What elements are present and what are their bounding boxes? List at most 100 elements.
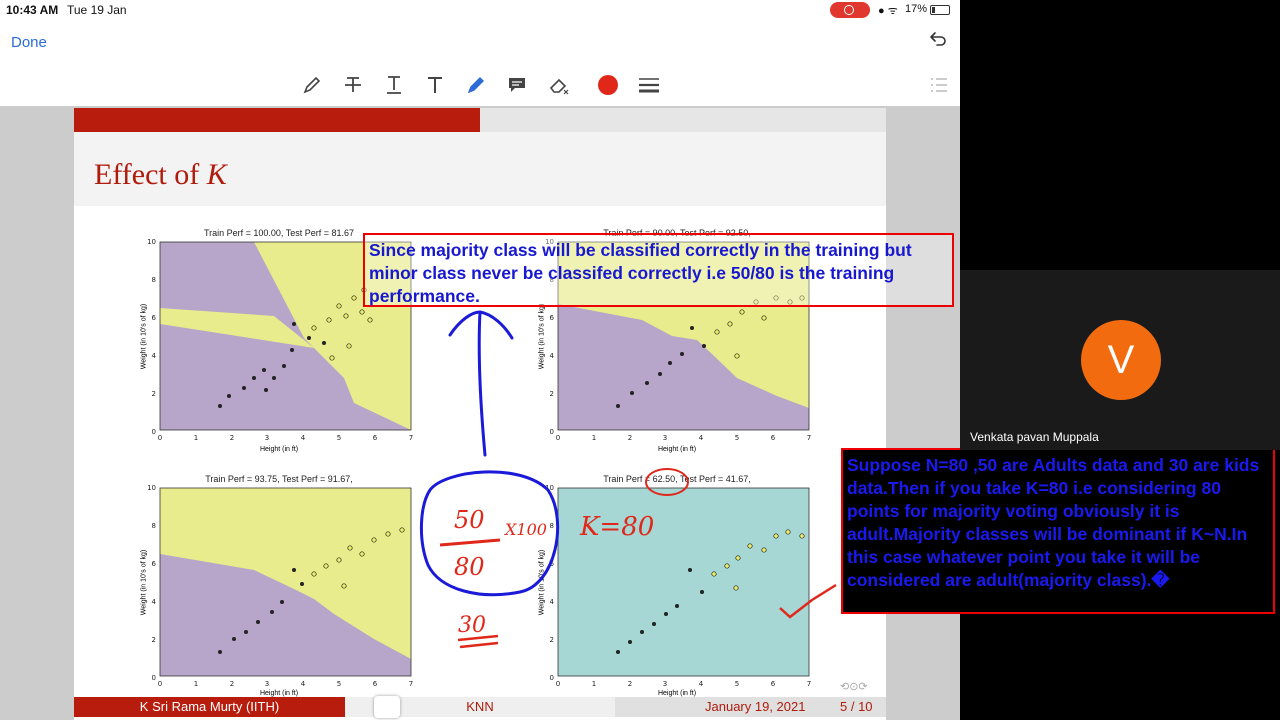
footer-author: K Sri Rama Murty (IITH) — [74, 697, 345, 717]
svg-text:0: 0 — [152, 674, 156, 682]
svg-text:6: 6 — [550, 560, 555, 568]
svg-text:0: 0 — [556, 680, 560, 688]
svg-text:2: 2 — [550, 636, 554, 644]
battery-icon — [930, 5, 950, 15]
svg-text:3: 3 — [265, 680, 269, 688]
svg-text:7: 7 — [409, 680, 413, 688]
status-date: Tue 19 Jan — [67, 3, 127, 17]
x-axis-label: Height (in ft) — [657, 446, 697, 453]
svg-text:0: 0 — [158, 434, 162, 442]
highlighter-pen-icon[interactable] — [463, 72, 489, 98]
line-weight-icon[interactable] — [636, 72, 662, 98]
status-bar: 10:43 AM Tue 19 Jan ● ᯤ 17% — [0, 0, 960, 22]
svg-text:8: 8 — [152, 522, 156, 530]
svg-text:6: 6 — [373, 434, 378, 442]
x-axis-label: Height (in ft) — [259, 446, 299, 453]
done-button[interactable]: Done — [11, 34, 47, 51]
footer-topic: KNN — [345, 697, 615, 717]
svg-text:0: 0 — [550, 428, 554, 436]
page-tab-icon[interactable] — [374, 696, 400, 718]
svg-text:0: 0 — [550, 674, 554, 682]
pdf-slide: Effect of K Train Perf = 100.00, Test Pe… — [74, 108, 886, 720]
slide-header-bar-right — [480, 108, 886, 132]
svg-text:10: 10 — [147, 484, 156, 492]
svg-text:0: 0 — [556, 434, 560, 442]
underline-text-icon[interactable] — [381, 72, 407, 98]
text-annotation-1[interactable]: Since majority class will be classified … — [363, 233, 954, 307]
text-annotation-2[interactable]: Suppose N=80 ,50 are Adults data and 30 … — [841, 448, 1275, 614]
x-axis-label: Height (in ft) — [259, 690, 299, 697]
svg-text:2: 2 — [628, 434, 632, 442]
svg-text:4: 4 — [301, 434, 306, 442]
svg-text:4: 4 — [550, 352, 555, 360]
participant-name: Venkata pavan Muppala — [970, 430, 1099, 444]
footer-right: January 19, 2021 5 / 10 — [615, 697, 886, 717]
y-axis-label: Weight (in 10's of kg) — [538, 549, 546, 616]
svg-text:2: 2 — [152, 390, 156, 398]
knn-plot-1: Train Perf = 100.00, Test Perf = 81.67 0… — [134, 228, 424, 458]
pdf-viewer-window: 10:43 AM Tue 19 Jan ● ᯤ 17% Done — [0, 0, 960, 720]
zoom-controls-icon[interactable]: ⟲⊙⟳ — [840, 681, 868, 693]
svg-text:4: 4 — [550, 598, 555, 606]
svg-text:8: 8 — [550, 522, 554, 530]
svg-text:8: 8 — [550, 276, 554, 284]
x-axis-label: Height (in ft) — [657, 690, 697, 697]
slide-footer: K Sri Rama Murty (IITH) KNN January 19, … — [74, 697, 886, 717]
text-icon[interactable] — [422, 72, 448, 98]
y-axis-label: Weight (in 10's of kg) — [140, 303, 148, 370]
comment-icon[interactable] — [504, 72, 530, 98]
plot-title: Train Perf = 93.75, Test Perf = 91.67, — [205, 474, 353, 484]
svg-text:4: 4 — [152, 598, 157, 606]
svg-text:1: 1 — [194, 434, 198, 442]
svg-text:4: 4 — [699, 680, 704, 688]
plot-title: Train Perf = 100.00, Test Perf = 81.67 — [203, 228, 355, 238]
wifi-icon: ● ᯤ — [878, 5, 898, 17]
svg-text:5: 5 — [337, 680, 341, 688]
svg-text:10: 10 — [545, 238, 554, 246]
svg-text:10: 10 — [545, 484, 554, 492]
strikethrough-text-icon[interactable] — [340, 72, 366, 98]
svg-text:4: 4 — [699, 434, 704, 442]
participant-avatar: V — [1081, 320, 1161, 400]
svg-text:6: 6 — [373, 680, 378, 688]
svg-text:0: 0 — [158, 680, 162, 688]
svg-text:6: 6 — [771, 434, 776, 442]
svg-text:3: 3 — [663, 680, 667, 688]
svg-text:6: 6 — [152, 314, 157, 322]
svg-text:6: 6 — [771, 680, 776, 688]
svg-text:3: 3 — [265, 434, 269, 442]
pen-icon[interactable] — [299, 72, 325, 98]
red-color-swatch[interactable] — [595, 72, 621, 98]
screen-recording-indicator — [830, 2, 870, 18]
participant-tile: V Venkata pavan Muppala — [960, 270, 1280, 450]
svg-text:7: 7 — [409, 434, 413, 442]
svg-text:2: 2 — [230, 680, 234, 688]
status-time: 10:43 AM — [6, 3, 59, 17]
decision-region — [160, 242, 411, 430]
battery-percent: 17% — [905, 3, 928, 15]
svg-text:6: 6 — [152, 560, 157, 568]
footer-date: January 19, 2021 — [705, 699, 806, 714]
svg-text:2: 2 — [152, 636, 156, 644]
knn-plot-2: Train Perf = 90.00, Test Perf = 92.50, 0… — [532, 228, 822, 458]
svg-text:3: 3 — [663, 434, 667, 442]
svg-text:5: 5 — [735, 434, 739, 442]
svg-text:10: 10 — [147, 238, 156, 246]
svg-text:2: 2 — [628, 680, 632, 688]
slide-header-bar — [74, 108, 480, 132]
svg-text:4: 4 — [152, 352, 157, 360]
y-axis-label: Weight (in 10's of kg) — [140, 549, 148, 616]
svg-text:2: 2 — [230, 434, 234, 442]
svg-text:1: 1 — [592, 680, 596, 688]
svg-text:2: 2 — [550, 390, 554, 398]
eraser-icon[interactable] — [546, 72, 572, 98]
undo-icon[interactable] — [925, 28, 949, 52]
navigation-bar: Done — [0, 22, 960, 65]
svg-text:1: 1 — [592, 434, 596, 442]
svg-text:0: 0 — [152, 428, 156, 436]
svg-text:6: 6 — [550, 314, 555, 322]
list-icon[interactable] — [926, 72, 952, 98]
slide-title-area — [74, 132, 886, 206]
knn-plot-4: Train Perf = 62.50, Test Perf = 41.67, 0… — [532, 474, 822, 700]
markup-toolbar — [0, 64, 960, 107]
